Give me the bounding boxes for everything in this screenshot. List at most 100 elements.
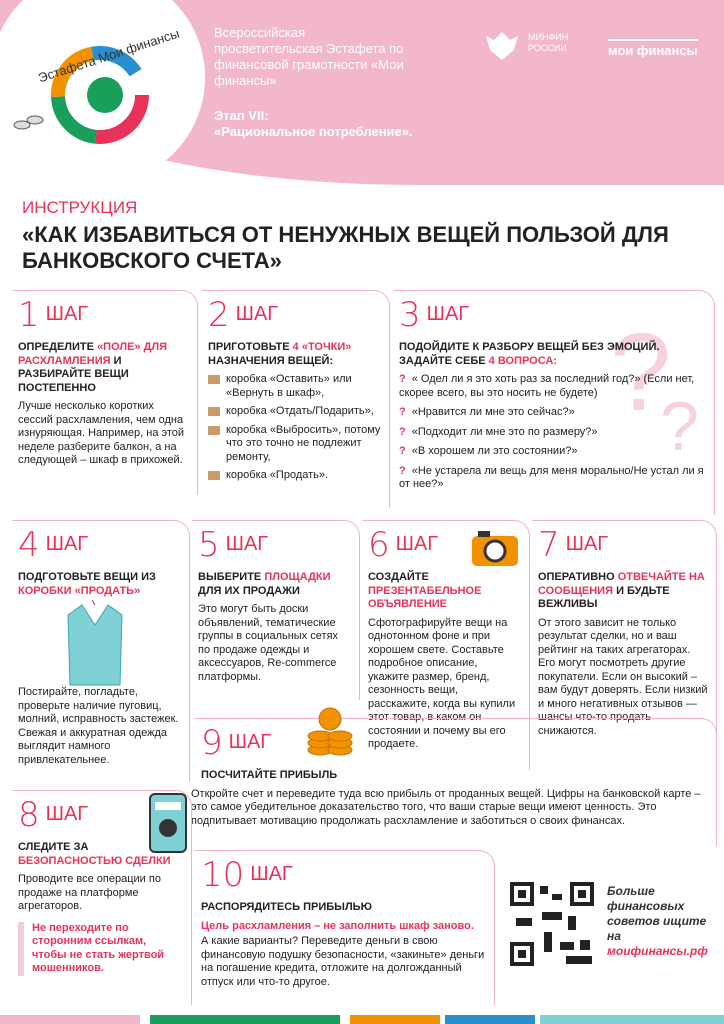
- step-heading: СЛЕДИТЕ ЗА БЕЗОПАСНОСТЬЮ СДЕЛКИ: [18, 841, 183, 868]
- step-number: 4 ШАГ: [18, 527, 181, 563]
- bar-segment: [540, 1015, 724, 1024]
- step-digit: 10: [201, 855, 245, 895]
- step-digit: 3: [399, 295, 421, 335]
- question: ? «Подходит ли мне это по размеру?»: [399, 426, 706, 440]
- svg-text:?: ?: [610, 311, 671, 434]
- step-digit: 1: [18, 295, 40, 335]
- step-body: Откройте счет и переведите туда всю приб…: [191, 787, 701, 827]
- heading-text: ДЛЯ ИХ ПРОДАЖИ: [198, 584, 300, 597]
- bar-segment: [445, 1015, 535, 1024]
- heading-accent: 4 «ТОЧКИ»: [292, 341, 352, 353]
- question: ? «В хорошем ли это состоянии?»: [399, 445, 706, 459]
- bar-segment: [350, 1015, 440, 1024]
- step-heading: ВЫБЕРИТЕ ПЛОЩАДКИ ДЛЯ ИХ ПРОДАЖИ: [198, 571, 351, 598]
- step-card: 7 ШАГ ОПЕРАТИВНО ОТВЕЧАЙТЕ НА СООБЩЕНИЯ И …: [532, 520, 717, 765]
- step-card: 10 ШАГ РАСПОРЯДИТЕСЬ ПРИБЫЛЬЮ Цель расхламл…: [195, 850, 495, 1005]
- step-card: 4 ШАГ ПОДГОТОВЬТЕ ВЕЩИ ИЗ КОРОБКИ «ПРОДАТЬ…: [12, 520, 190, 782]
- coins-icon: [307, 707, 353, 756]
- question-text: «Нравится ли мне это сейчас?»: [411, 406, 575, 418]
- question-decor: ??: [610, 311, 699, 465]
- step-word: ШАГ: [225, 533, 269, 555]
- heading-accent: 4 ВОПРОСА:: [488, 354, 557, 367]
- step-heading: ПОДГОТОВЬТЕ ВЕЩИ ИЗ КОРОБКИ «ПРОДАТЬ»: [18, 571, 181, 598]
- step-card: 8 ШАГ СЛЕДИТЕ ЗА БЕЗОПАСНОСТЬЮ СДЕЛКИ Прово…: [12, 790, 192, 1005]
- cardigan-icon: [67, 600, 123, 686]
- phone-icon: [149, 793, 187, 853]
- svg-text:?: ?: [660, 387, 699, 465]
- step-heading: ПРИГОТОВЬТЕ 4 «ТОЧКИ» НАЗНАЧЕНИЯ ВЕЩЕЙ:: [208, 341, 381, 368]
- title: «КАК ИЗБАВИТЬСЯ ОТ НЕНУЖНЫХ ВЕЩЕЙ ПОЛЬЗО…: [22, 222, 669, 273]
- question: ? « Одел ли я это хоть раз за последний г…: [399, 373, 706, 400]
- step-body: Сфотографируйте вещи на однотонном фоне …: [368, 616, 516, 751]
- question-marker: ?: [399, 464, 406, 477]
- heading-accent: БЕЗОПАСНОСТЬЮ СДЕЛКИ: [18, 854, 171, 867]
- heading-accent: КОРОБКИ «ПРОДАТЬ»: [18, 584, 141, 597]
- question-marker: ?: [399, 425, 406, 438]
- title-label: ИНСТРУКЦИЯ: [22, 198, 138, 217]
- footer-text: Больше финансовых советов ищите на моифи…: [607, 884, 719, 959]
- heading-text: ПОДОЙДИТЕ К РАЗБОРУ ВЕЩЕЙ БЕЗ ЭМОЦИЙ. ЗА…: [399, 341, 660, 367]
- bar-segment: [150, 1015, 340, 1024]
- heading-text: ВЫБЕРИТЕ: [198, 571, 262, 583]
- heading-text: ПРИГОТОВЬТЕ: [208, 341, 290, 353]
- step-note: Цель расхламления – не заполнить шкаф за…: [201, 919, 474, 932]
- question-text: «Не устарела ли вещь для меня морально/Н…: [399, 464, 704, 491]
- step-number: 2 ШАГ: [208, 297, 381, 333]
- step-number: 1 ШАГ: [18, 297, 189, 333]
- question-text: «Подходит ли мне это по размеру?»: [411, 425, 598, 438]
- list-item: коробка «Продать».: [208, 469, 381, 483]
- step-number: 3 ШАГ: [399, 297, 706, 333]
- step-digit: 4: [18, 525, 40, 565]
- logo-graphic: [13, 46, 149, 144]
- step-heading: ОПРЕДЕЛИТЕ «ПОЛЕ» ДЛЯ РАСХЛАМЛЕНИЯ И РАЗ…: [18, 341, 189, 395]
- camera-icon: [472, 531, 518, 566]
- step-body: От этого зависит не только результат сде…: [538, 616, 708, 737]
- question-marker: ?: [399, 406, 406, 418]
- logo: [0, 0, 205, 185]
- step-number: 10 ШАГ: [201, 857, 486, 893]
- step-word: ШАГ: [235, 303, 279, 325]
- step-body: Лучше несколько коротких сессий расхламл…: [18, 400, 185, 466]
- step-warning: Не переходите по сторонним ссылкам, чтоб…: [18, 921, 183, 976]
- question-marker: ?: [399, 445, 406, 457]
- step-heading: ПОСЧИТАЙТЕ ПРИБЫЛЬ: [201, 769, 371, 783]
- step-number: 6 ШАГ: [368, 527, 521, 563]
- step-word: ШАГ: [45, 803, 89, 825]
- heading-accent: «ПОЛЕ» ДЛЯ РАСХЛАМЛЕНИЯ: [18, 341, 168, 367]
- step-list: коробка «Оставить» или «Вернуть в шкаф»,…: [208, 373, 381, 483]
- step-number: 5 ШАГ: [198, 527, 351, 563]
- bar-segment: [0, 1015, 140, 1024]
- heading-accent: ПРЕЗЕНТАБЕЛЬНОЕ ОБЪЯВЛЕНИЕ: [368, 584, 482, 611]
- step-word: ШАГ: [250, 863, 293, 885]
- step-digit: 5: [198, 525, 220, 565]
- step-digit: 8: [18, 795, 40, 835]
- minfin: МИНФИН РОССИИ: [528, 32, 569, 53]
- heading-text: СОЗДАЙТЕ: [368, 571, 429, 583]
- question: ? «Нравится ли мне это сейчас?»: [399, 406, 706, 420]
- question-text: « Одел ли я это хоть раз за последний го…: [399, 373, 695, 399]
- step-card: 6 ШАГ СОЗДАЙТЕ ПРЕЗЕНТАБЕЛЬНОЕ ОБЪЯВЛЕНИЕ С…: [362, 520, 530, 770]
- step-body: Проводите все операции по продаже на пла…: [18, 873, 161, 912]
- step-digit: 9: [201, 723, 223, 763]
- heading-text: СЛЕДИТЕ ЗА: [18, 841, 89, 853]
- brand: мои финансы: [608, 39, 698, 58]
- heading-text: ОПЕРАТИВНО: [538, 571, 615, 583]
- heading-text: РАСПОРЯДИТЕСЬ ПРИБЫЛЬЮ: [201, 901, 372, 913]
- theme: «Рациональное потребление».: [214, 124, 413, 139]
- step-heading: РАСПОРЯДИТЕСЬ ПРИБЫЛЬЮ: [201, 901, 486, 915]
- heading-accent: ОТВЕЧАЙТЕ НА СООБЩЕНИЯ: [538, 571, 705, 597]
- step-card: 1 ШАГ ОПРЕДЕЛИТЕ «ПОЛЕ» ДЛЯ РАСХЛАМЛЕНИЯ И…: [12, 290, 198, 495]
- step-word: ШАГ: [426, 303, 470, 325]
- list-item: коробка «Отдать/Подарить»,: [208, 405, 381, 419]
- step-digit: 2: [208, 295, 230, 335]
- list-item: коробка «Оставить» или «Вернуть в шкаф»,: [208, 373, 381, 400]
- question: ? «Не устарела ли вещь для меня морально/…: [399, 465, 706, 492]
- heading-text: ПОДГОТОВЬТЕ ВЕЩИ ИЗ: [18, 571, 156, 583]
- step-body: Постирайте, погладьте, проверьте наличие…: [18, 686, 179, 766]
- heading-text: ОПРЕДЕЛИТЕ: [18, 341, 94, 353]
- step-number: 9 ШАГ: [201, 725, 708, 761]
- step-body: Это могут быть доски объявлений, тематич…: [198, 603, 339, 683]
- heading-text: ПОСЧИТАЙТЕ ПРИБЫЛЬ: [201, 769, 338, 781]
